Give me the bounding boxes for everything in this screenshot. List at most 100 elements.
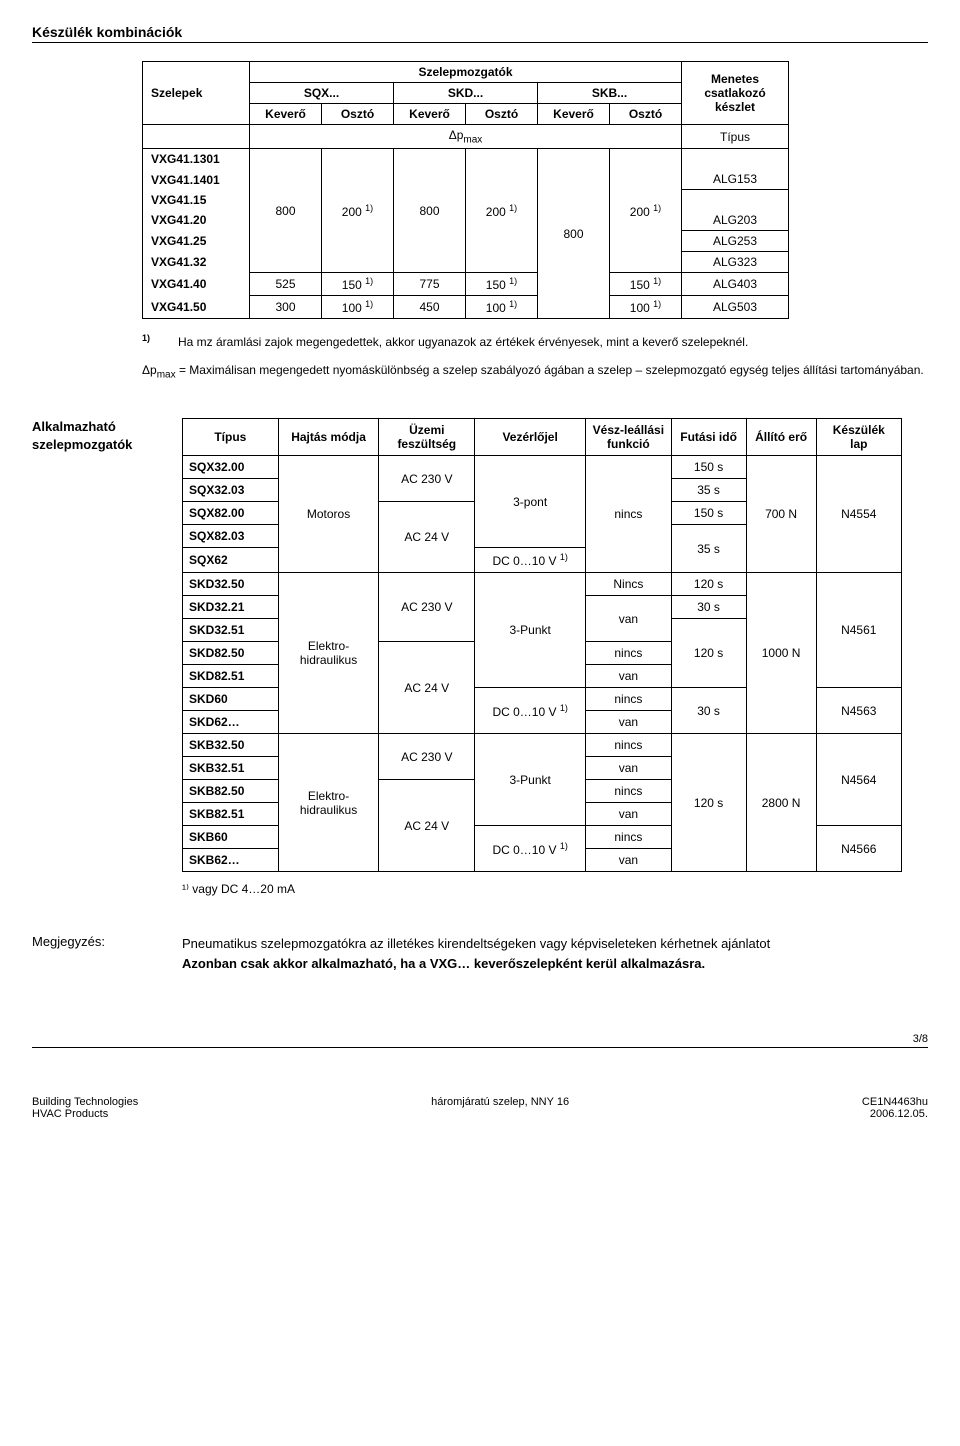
t1-hdr-skb: SKB... — [538, 83, 682, 104]
t2-runtime: 35 s — [671, 525, 746, 573]
t2-hdr-sheet: Készülék lap — [816, 419, 901, 456]
footer-left: Building Technologies HVAC Products — [32, 1096, 138, 1120]
t1-cell: 150 1) — [322, 272, 394, 295]
t1-sub-div: Osztó — [322, 104, 394, 125]
t1-row-label: VXG41.25 — [143, 230, 250, 251]
t2-emerg: nincs — [586, 734, 671, 757]
t1-cell: 525 — [250, 272, 322, 295]
t1-cell: 100 1) — [610, 295, 682, 318]
t1-cell: 800 — [394, 149, 466, 273]
t2-emerg: nincs — [586, 780, 671, 803]
t2-sheet: N4566 — [816, 826, 901, 872]
table2-footnote: ¹⁾ vagy DC 4…20 mA — [182, 882, 902, 896]
t1-row-label: VXG41.50 — [143, 295, 250, 318]
t2-runtime: 120 s — [671, 573, 746, 596]
t1-hdr-valves: Szelepek — [143, 62, 250, 125]
t2-emerg: van — [586, 849, 671, 872]
t2-runtime: 30 s — [671, 688, 746, 734]
t1-hdr-skd: SKD... — [394, 83, 538, 104]
t2-force: 1000 N — [746, 573, 816, 734]
t2-signal: 3-pont — [475, 456, 586, 548]
t2-type: SKB82.50 — [183, 780, 279, 803]
t1-hdr-actuators: Szelepmozgatók — [250, 62, 682, 83]
footnote-marker: 1) — [142, 333, 150, 343]
t2-type: SKB32.51 — [183, 757, 279, 780]
t2-sheet: N4554 — [816, 456, 901, 573]
t2-type: SKB62… — [183, 849, 279, 872]
t1-sub-mix: Keverő — [250, 104, 322, 125]
t2-signal: DC 0…10 V 1) — [475, 826, 586, 872]
t2-force: 2800 N — [746, 734, 816, 872]
t2-type: SKD62… — [183, 711, 279, 734]
t1-cell: 100 1) — [466, 295, 538, 318]
t2-signal: 3-Punkt — [475, 734, 586, 826]
t2-sheet: N4564 — [816, 734, 901, 826]
t1-hdr-kit: Menetes csatlakozó készlet — [682, 62, 789, 125]
t1-cell: 150 1) — [466, 272, 538, 295]
t2-emerg: van — [586, 711, 671, 734]
t1-cell: 800 — [538, 149, 610, 319]
section2-label: Alkalmazható szelepmozgatók — [32, 418, 162, 896]
t1-cell: 200 1) — [466, 149, 538, 273]
t2-emerg: van — [586, 596, 671, 642]
t2-emerg: van — [586, 803, 671, 826]
valve-combination-table: Szelepek Szelepmozgatók Menetes csatlako… — [142, 61, 789, 319]
t2-emerg: nincs — [586, 826, 671, 849]
t1-cell: ALG403 — [682, 272, 789, 295]
t2-voltage: AC 230 V — [379, 573, 475, 642]
footnote-text: Ha mz áramlási zajok megengedettek, akko… — [178, 333, 928, 351]
t1-cell: ALG503 — [682, 295, 789, 318]
t2-emerg: van — [586, 757, 671, 780]
t1-cell: 450 — [394, 295, 466, 318]
note-text: Pneumatikus szelepmozgatókra az illetéke… — [182, 934, 928, 973]
t2-hdr-voltage: Üzemi feszültség — [379, 419, 475, 456]
t1-cell: 200 1) — [610, 149, 682, 273]
t1-cell: ALG153 — [682, 169, 789, 190]
t2-type: SKB32.50 — [183, 734, 279, 757]
t1-row-label: VXG41.32 — [143, 251, 250, 272]
t2-emerg: nincs — [586, 642, 671, 665]
t2-voltage: AC 24 V — [379, 642, 475, 734]
t2-voltage: AC 230 V — [379, 456, 475, 502]
footer-divider — [32, 1047, 928, 1048]
t2-runtime: 150 s — [671, 502, 746, 525]
t2-runtime: 120 s — [671, 619, 746, 688]
t2-voltage: AC 230 V — [379, 734, 475, 780]
section-header: Készülék kombinációk — [32, 24, 928, 43]
t1-cell — [682, 149, 789, 170]
t2-hdr-signal: Vezérlőjel — [475, 419, 586, 456]
t1-cell: 100 1) — [322, 295, 394, 318]
note-label: Megjegyzés: — [32, 934, 162, 973]
t2-force: 700 N — [746, 456, 816, 573]
t1-row-label: VXG41.15 — [143, 190, 250, 210]
t1-hdr-type: Típus — [682, 125, 789, 149]
t2-type: SKD82.50 — [183, 642, 279, 665]
t2-runtime: 35 s — [671, 479, 746, 502]
t1-cell: 300 — [250, 295, 322, 318]
t2-type: SKD32.50 — [183, 573, 279, 596]
t2-drive: Elektro-hidraulikus — [278, 734, 379, 872]
t1-cell: ALG203 — [682, 210, 789, 231]
t1-row-label: VXG41.40 — [143, 272, 250, 295]
t1-cell: ALG253 — [682, 230, 789, 251]
t1-sub-mix: Keverő — [394, 104, 466, 125]
t2-hdr-emerg: Vész-leállási funkció — [586, 419, 671, 456]
t2-drive: Motoros — [278, 456, 379, 573]
t1-cell: ALG323 — [682, 251, 789, 272]
t1-cell: 775 — [394, 272, 466, 295]
t1-cell: 200 1) — [322, 149, 394, 273]
t2-emerg: Nincs — [586, 573, 671, 596]
t1-sub-div: Osztó — [610, 104, 682, 125]
t2-voltage: AC 24 V — [379, 780, 475, 872]
t2-type: SQX32.03 — [183, 479, 279, 502]
t2-voltage: AC 24 V — [379, 502, 475, 573]
footer-right: CE1N4463hu 2006.12.05. — [862, 1096, 928, 1120]
t1-hdr-sqx: SQX... — [250, 83, 394, 104]
t2-emerg: nincs — [586, 688, 671, 711]
t1-cell: 800 — [250, 149, 322, 273]
t1-cell — [682, 190, 789, 210]
t2-signal: 3-Punkt — [475, 573, 586, 688]
t2-emerg: nincs — [586, 456, 671, 573]
t2-hdr-runtime: Futási idő — [671, 419, 746, 456]
t2-type: SQX32.00 — [183, 456, 279, 479]
